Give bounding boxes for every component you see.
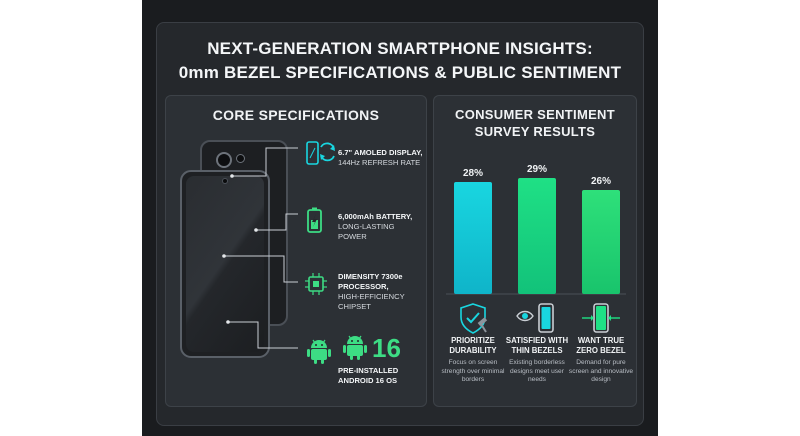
display-callout-line (232, 147, 298, 177)
survey-title-line-1: CONSUMER SENTIMENT (455, 107, 615, 122)
category-label: WANT TRUE ZERO BEZEL (576, 336, 626, 355)
survey-panel-title: CONSUMER SENTIMENT SURVEY RESULTS (434, 106, 636, 140)
camera-flash (236, 154, 245, 163)
shield-hammer-icon (460, 303, 488, 334)
eye-phone-icon (516, 303, 554, 333)
android-version-number: 16 (372, 333, 401, 363)
page-title: NEXT-GENERATION SMARTPHONE INSIGHTS: 0mm… (157, 37, 643, 85)
infographic-frame: NEXT-GENERATION SMARTPHONE INSIGHTS: 0mm… (156, 22, 644, 426)
android-spec-title: PRE-INSTALLED ANDROID 16 OS (338, 366, 399, 385)
battery-spec-detail: LONG-LASTING POWER (338, 222, 395, 241)
specs-panel-title: CORE SPECIFICATIONS (212, 107, 380, 123)
category-description: Existing borderless designs meet user ne… (509, 359, 565, 384)
title-line-1: NEXT-GENERATION SMARTPHONE INSIGHTS: (207, 39, 593, 58)
camera-lens (216, 152, 232, 168)
title-line-2: 0mm BEZEL SPECIFICATIONS & PUBLIC SENTIM… (178, 63, 622, 82)
chip-icon (305, 273, 327, 295)
bar-value-label: 26% (591, 176, 611, 187)
battery-icon (307, 207, 322, 233)
category-label: SATISFIED WITH THIN BEZELS (505, 336, 569, 355)
category-description: Focus on screen strength over minimal bo… (441, 359, 505, 384)
survey-results-panel: CONSUMER SENTIMENT SURVEY RESULTS 28% 29 (433, 95, 637, 407)
phone-arrows-icon (582, 303, 620, 333)
callout-lines (222, 147, 298, 349)
processor-spec-title: DIMENSITY 7300e PROCESSOR, (338, 272, 403, 291)
display-spec-title: 6.7" AMOLED DISPLAY, (338, 148, 423, 157)
android-logo-icon (343, 335, 367, 360)
category-durability: PRIORITIZE DURABILITY Focus on screen st… (440, 302, 506, 385)
display-rotate-icon (306, 141, 335, 165)
category-thin-bezels: SATISFIED WITH THIN BEZELS Existing bord… (504, 302, 570, 385)
android-callout-line (228, 321, 298, 349)
infographic: NEXT-GENERATION SMARTPHONE INSIGHTS: 0mm… (142, 0, 658, 436)
bar-2 (518, 178, 556, 294)
chip-callout-line (224, 255, 298, 283)
display-spec-detail: 144Hz REFRESH RATE (338, 158, 421, 167)
bar-value-label: 28% (463, 168, 483, 179)
phone-front-illustration (180, 170, 270, 358)
processor-spec-detail: HIGH-EFFICIENCY CHIPSET (338, 292, 405, 311)
category-description: Demand for pure screen and innovative de… (568, 359, 634, 384)
android-icon (307, 339, 331, 364)
survey-title-line-2: SURVEY RESULTS (474, 124, 596, 139)
category-zero-bezel: WANT TRUE ZERO BEZEL Demand for pure scr… (568, 302, 634, 385)
survey-bar-chart: 28% 29% 26% (446, 164, 626, 295)
category-label: PRIORITIZE DURABILITY (449, 336, 497, 355)
bar-1 (454, 182, 492, 294)
core-specifications-panel: CORE SPECIFICATIONS (165, 95, 427, 407)
front-camera (222, 178, 228, 184)
bar-value-label: 29% (527, 164, 547, 175)
bar-3 (582, 190, 620, 294)
phone-screen (186, 176, 264, 352)
battery-callout-line (256, 213, 298, 231)
battery-spec-title: 6,000mAh BATTERY, (338, 212, 413, 221)
